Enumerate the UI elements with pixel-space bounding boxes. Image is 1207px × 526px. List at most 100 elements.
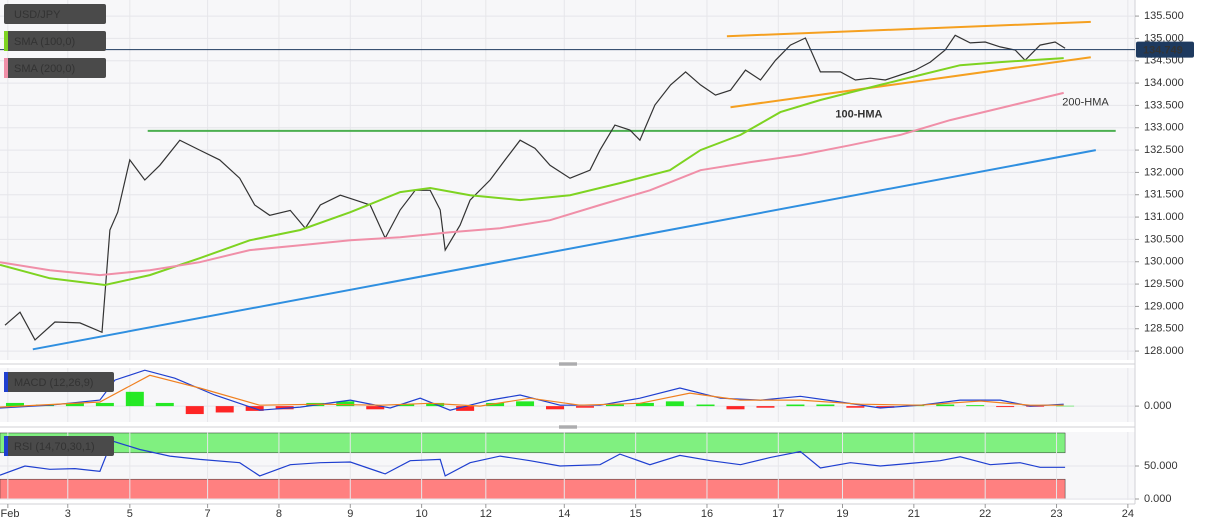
legend-label: SMA (200,0) bbox=[14, 63, 75, 75]
legend-label: RSI (14,70,30,1) bbox=[14, 441, 95, 453]
histogram-bar bbox=[516, 401, 535, 407]
panel-handle bbox=[559, 362, 577, 429]
x-tick-label: 5 bbox=[127, 508, 133, 520]
x-tick-label: 16 bbox=[701, 508, 713, 520]
y-tick-label: 134.500 bbox=[1144, 55, 1184, 67]
y-tick-label: 133.000 bbox=[1144, 122, 1184, 134]
histogram-bar bbox=[876, 406, 895, 408]
histogram-bar bbox=[726, 406, 745, 410]
y-tick-label: 132.000 bbox=[1144, 166, 1184, 178]
x-tick-label: 23 bbox=[1050, 508, 1062, 520]
histogram-bar bbox=[65, 402, 84, 407]
series-line bbox=[4, 34, 1066, 341]
x-tick-label: 15 bbox=[630, 508, 642, 520]
legend-box bbox=[4, 436, 114, 456]
series-line bbox=[0, 91, 1064, 277]
histogram-bar bbox=[95, 402, 114, 407]
histogram-bar bbox=[5, 402, 24, 407]
band bbox=[0, 478, 1066, 500]
histogram-bar bbox=[936, 404, 955, 407]
x-tick-label: 17 bbox=[772, 508, 784, 520]
series-line bbox=[0, 440, 1066, 477]
trendline bbox=[32, 149, 1096, 351]
x-tick-label: 9 bbox=[347, 508, 353, 520]
histogram-bar bbox=[155, 402, 174, 407]
histogram-bar bbox=[966, 405, 985, 407]
histogram-bar bbox=[635, 402, 654, 407]
x-tick-label: Feb bbox=[1, 508, 20, 520]
y-tick-label: 132.500 bbox=[1144, 144, 1184, 156]
trendline bbox=[726, 20, 1091, 38]
x-tick-label: 21 bbox=[908, 508, 920, 520]
x-tick-label: 24 bbox=[1122, 508, 1134, 520]
y-tick-label: 128.000 bbox=[1144, 345, 1184, 357]
y-tick-label: 134.000 bbox=[1144, 77, 1184, 89]
series-line bbox=[0, 57, 1064, 287]
price-panel bbox=[0, 0, 1135, 360]
histogram-bar bbox=[486, 402, 505, 407]
histogram-bar bbox=[185, 406, 204, 415]
annotation: 100-HMA bbox=[835, 109, 882, 121]
legend-swatch bbox=[4, 58, 8, 78]
histogram-bar bbox=[756, 406, 775, 408]
y-tick-label: 130.000 bbox=[1144, 256, 1184, 268]
x-tick-label: 22 bbox=[979, 508, 991, 520]
histogram-bar bbox=[816, 404, 835, 407]
histogram-bar bbox=[546, 406, 565, 410]
series-line bbox=[0, 374, 1064, 408]
y-tick-label: 135.000 bbox=[1144, 32, 1184, 44]
histogram-bar bbox=[215, 406, 234, 413]
y-tick-label: 128.500 bbox=[1144, 323, 1184, 335]
x-tick-label: 8 bbox=[276, 508, 282, 520]
macd-panel bbox=[0, 368, 1135, 422]
series-line bbox=[0, 369, 1064, 411]
legend-box bbox=[4, 58, 106, 78]
x-tick-label: 14 bbox=[558, 508, 570, 520]
histogram-bar bbox=[366, 406, 385, 410]
x-tick-label: 19 bbox=[836, 508, 848, 520]
histogram-bar bbox=[1026, 406, 1045, 407]
legend-box bbox=[4, 31, 106, 51]
histogram-bar bbox=[846, 406, 865, 408]
legend-swatch bbox=[4, 372, 8, 392]
y-tick-label: 135.500 bbox=[1144, 10, 1184, 22]
y-tick-label: 0.000 bbox=[1144, 400, 1172, 412]
annotation: 200-HMA bbox=[1062, 97, 1109, 109]
histogram-bar bbox=[336, 401, 355, 407]
histogram-bar bbox=[665, 401, 684, 407]
panel-1 bbox=[0, 368, 1135, 422]
legend-swatch bbox=[4, 31, 8, 51]
histogram-bar bbox=[396, 404, 415, 407]
histogram-bar bbox=[786, 404, 805, 407]
histogram-bar bbox=[696, 404, 715, 407]
panel-2 bbox=[0, 432, 1135, 500]
x-tick-label: 12 bbox=[480, 508, 492, 520]
y-tick-label: 129.500 bbox=[1144, 278, 1184, 290]
current-price-box bbox=[1136, 41, 1194, 58]
y-tick-label: 50.000 bbox=[1144, 460, 1178, 472]
histogram-bar bbox=[1056, 405, 1075, 407]
legend-label: SMA (100,0) bbox=[14, 36, 75, 48]
y-tick-label: 131.000 bbox=[1144, 211, 1184, 223]
y-tick-label: 133.500 bbox=[1144, 99, 1184, 111]
x-tick-label: 10 bbox=[415, 508, 427, 520]
y-tick-label: 131.500 bbox=[1144, 189, 1184, 201]
band bbox=[0, 432, 1066, 454]
histogram-bar bbox=[575, 406, 594, 408]
legend-box bbox=[4, 4, 106, 24]
legend-swatch bbox=[4, 436, 8, 456]
histogram-bar bbox=[996, 406, 1015, 408]
y-tick-label: 130.500 bbox=[1144, 233, 1184, 245]
legend-label: USD/JPY bbox=[14, 9, 61, 21]
legend-label: MACD (12,26,9) bbox=[14, 377, 93, 389]
histogram-bar bbox=[456, 406, 475, 411]
current-price-label: 134.749 bbox=[1143, 45, 1183, 57]
x-tick-label: 7 bbox=[205, 508, 211, 520]
histogram-bar bbox=[125, 391, 144, 407]
y-tick-label: 129.000 bbox=[1144, 300, 1184, 312]
trendline bbox=[730, 56, 1091, 109]
legend-box bbox=[4, 372, 114, 392]
x-tick-label: 3 bbox=[65, 508, 71, 520]
histogram-bar bbox=[605, 404, 624, 407]
